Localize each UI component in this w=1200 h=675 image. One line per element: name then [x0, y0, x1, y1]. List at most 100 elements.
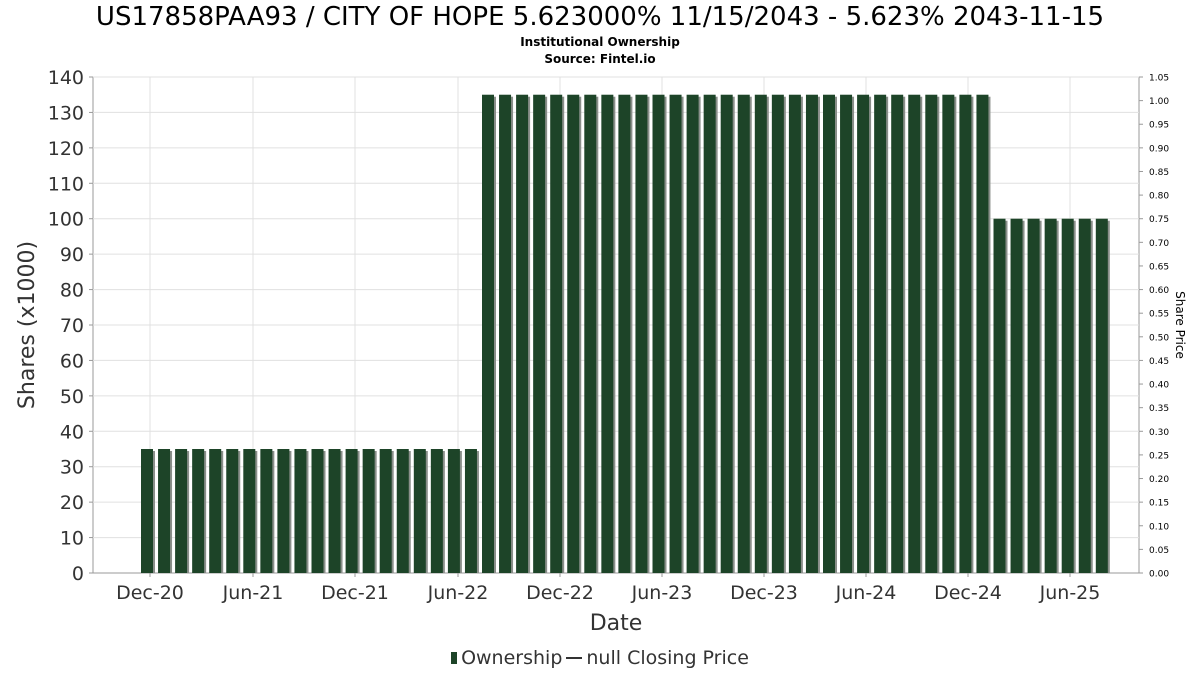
ownership-bar [720, 94, 733, 573]
ownership-bar [840, 94, 853, 573]
y2-tick-label: 1.00 [1149, 97, 1169, 107]
ownership-bar [908, 94, 921, 573]
y2-axis-title: Share Price [1173, 291, 1187, 359]
y-tick-label: 80 [60, 280, 84, 302]
y2-tick-label: 0.40 [1149, 381, 1169, 391]
y2-tick-label: 1.05 [1149, 74, 1169, 84]
ownership-bar [1010, 218, 1023, 573]
ownership-bar [533, 94, 546, 573]
ownership-bar [891, 94, 904, 573]
ownership-bar [925, 94, 938, 573]
y2-tick-label: 0.10 [1149, 522, 1169, 532]
ownership-bar [550, 94, 563, 573]
y2-tick-label: 0.90 [1149, 144, 1169, 154]
y-tick-label: 40 [60, 421, 84, 443]
ownership-bar [226, 449, 239, 573]
ownership-bar [942, 94, 955, 573]
y-tick-label: 0 [72, 563, 84, 585]
y2-tick-label: 0.05 [1149, 546, 1169, 556]
x-tick-label: Jun-24 [835, 582, 897, 604]
y2-tick-label: 0.30 [1149, 428, 1169, 438]
ownership-bar [260, 449, 273, 573]
ownership-bar [669, 94, 682, 573]
ownership-bar [1078, 218, 1091, 573]
x-tick-label: Dec-24 [934, 582, 1002, 604]
y-tick-label: 10 [60, 528, 84, 550]
ownership-bar [277, 449, 290, 573]
ownership-bar [959, 94, 972, 573]
y-tick-label: 130 [48, 102, 84, 124]
x-tick-label: Jun-21 [222, 582, 284, 604]
ownership-bar [874, 94, 887, 573]
ownership-bar [1095, 218, 1108, 573]
ownership-bar [379, 449, 392, 573]
ownership-bar [754, 94, 767, 573]
price-legend-swatch [566, 657, 583, 659]
x-axis-title: Date [590, 611, 643, 636]
ownership-bar [209, 449, 222, 573]
ownership-bar [993, 218, 1006, 573]
ownership-bar [464, 449, 477, 573]
y2-tick-label: 0.85 [1149, 168, 1169, 178]
y-tick-label: 30 [60, 457, 84, 479]
ownership-bar [1027, 218, 1040, 573]
x-tick-label: Jun-22 [427, 582, 489, 604]
y2-tick-label: 0.35 [1149, 404, 1169, 414]
ownership-bar [396, 449, 409, 573]
ownership-bar [447, 449, 460, 573]
y2-tick-label: 0.20 [1149, 475, 1169, 485]
ownership-bar [328, 449, 341, 573]
ownership-bar [243, 449, 256, 573]
ownership-legend-label: Ownership [461, 647, 563, 669]
x-tick-label: Dec-23 [730, 582, 798, 604]
ownership-bar [686, 94, 699, 573]
y2-tick-label: 0.45 [1149, 357, 1169, 367]
y2-tick-label: 0.15 [1149, 499, 1169, 509]
y-tick-label: 120 [48, 138, 84, 160]
y2-tick-label: 0.70 [1149, 239, 1169, 249]
y-tick-label: 110 [48, 173, 84, 195]
chart-source: Source: Fintel.io [544, 52, 656, 66]
y-tick-label: 20 [60, 492, 84, 514]
y2-tick-label: 0.60 [1149, 286, 1169, 296]
ownership-bar [635, 94, 648, 573]
chart-title: US17858PAA93 / CITY OF HOPE 5.623000% 11… [95, 2, 1105, 32]
ownership-bar [823, 94, 835, 573]
y-tick-label: 140 [48, 67, 84, 89]
y-tick-label: 60 [60, 350, 84, 372]
ownership-bar [703, 94, 716, 573]
ownership-bar [345, 449, 358, 573]
y-tick-label: 70 [60, 315, 84, 337]
x-tick-label: Dec-22 [526, 582, 594, 604]
ownership-bar [976, 94, 989, 573]
ownership-bar [141, 449, 153, 573]
ownership-bar [158, 449, 171, 573]
ownership-bar [771, 94, 784, 573]
y2-tick-label: 0.25 [1149, 451, 1169, 461]
x-tick-label: Dec-20 [116, 582, 184, 604]
chart-legend: Ownership null Closing Price [0, 647, 1200, 669]
x-tick-label: Dec-21 [321, 582, 389, 604]
ownership-bar [413, 449, 426, 573]
ownership-bar [652, 94, 665, 573]
ownership-bar [311, 449, 324, 573]
chart-subtitle: Institutional Ownership [520, 35, 680, 49]
ownership-bar [516, 94, 529, 573]
ownership-bar [618, 94, 631, 573]
ownership-bar [737, 94, 750, 573]
y2-tick-label: 0.75 [1149, 215, 1169, 225]
ownership-bar [482, 94, 494, 573]
y2-tick-label: 0.95 [1149, 121, 1169, 131]
y-tick-label: 100 [48, 209, 84, 231]
x-tick-label: Jun-23 [631, 582, 693, 604]
ownership-bar [1044, 218, 1057, 573]
y2-tick-label: 0.80 [1149, 192, 1169, 202]
ownership-bar [1061, 218, 1074, 573]
ownership-bar [805, 94, 818, 573]
ownership-bar [601, 94, 614, 573]
ownership-bar [175, 449, 188, 573]
ownership-bar [584, 94, 597, 573]
ownership-bar [192, 449, 205, 573]
ownership-bar [788, 94, 801, 573]
